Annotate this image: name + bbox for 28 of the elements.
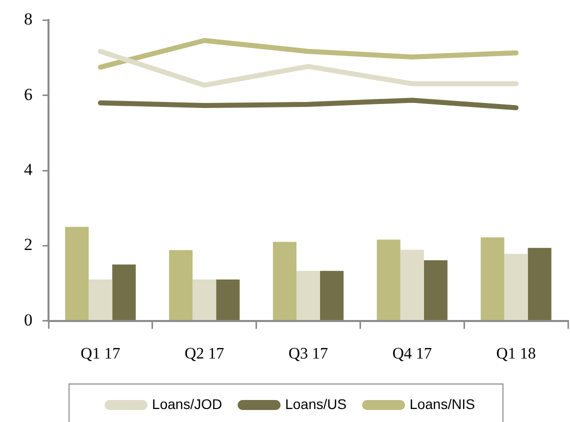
legend-label: Loans/JOD (152, 396, 222, 412)
bar (480, 237, 504, 320)
bar (320, 270, 344, 320)
x-tick-label: Q3 17 (288, 346, 328, 363)
y-tick-label: 6 (24, 84, 32, 104)
bar (376, 240, 400, 320)
bar (112, 264, 136, 320)
bar (88, 279, 112, 320)
x-tick-label: Q2 17 (184, 346, 224, 363)
bar (504, 254, 528, 320)
bar (272, 242, 296, 320)
bar (528, 248, 552, 320)
y-tick-label: 0 (24, 310, 32, 330)
bar (169, 250, 193, 320)
y-tick-label: 2 (24, 235, 32, 254)
bar (65, 226, 89, 320)
y-tick-label: 4 (24, 160, 33, 179)
legend-label: Loans/NIS (410, 396, 475, 412)
x-tick-label: Q4 17 (392, 346, 432, 363)
y-tick-label: 8 (24, 10, 32, 29)
legend-label: Loans/US (285, 396, 347, 412)
bar (192, 279, 216, 320)
bar (216, 279, 240, 320)
bar (424, 260, 448, 320)
x-tick-label: Q1 17 (80, 346, 120, 363)
bar (400, 250, 424, 320)
bar (296, 270, 320, 320)
x-tick-label: Q1 18 (496, 346, 536, 363)
